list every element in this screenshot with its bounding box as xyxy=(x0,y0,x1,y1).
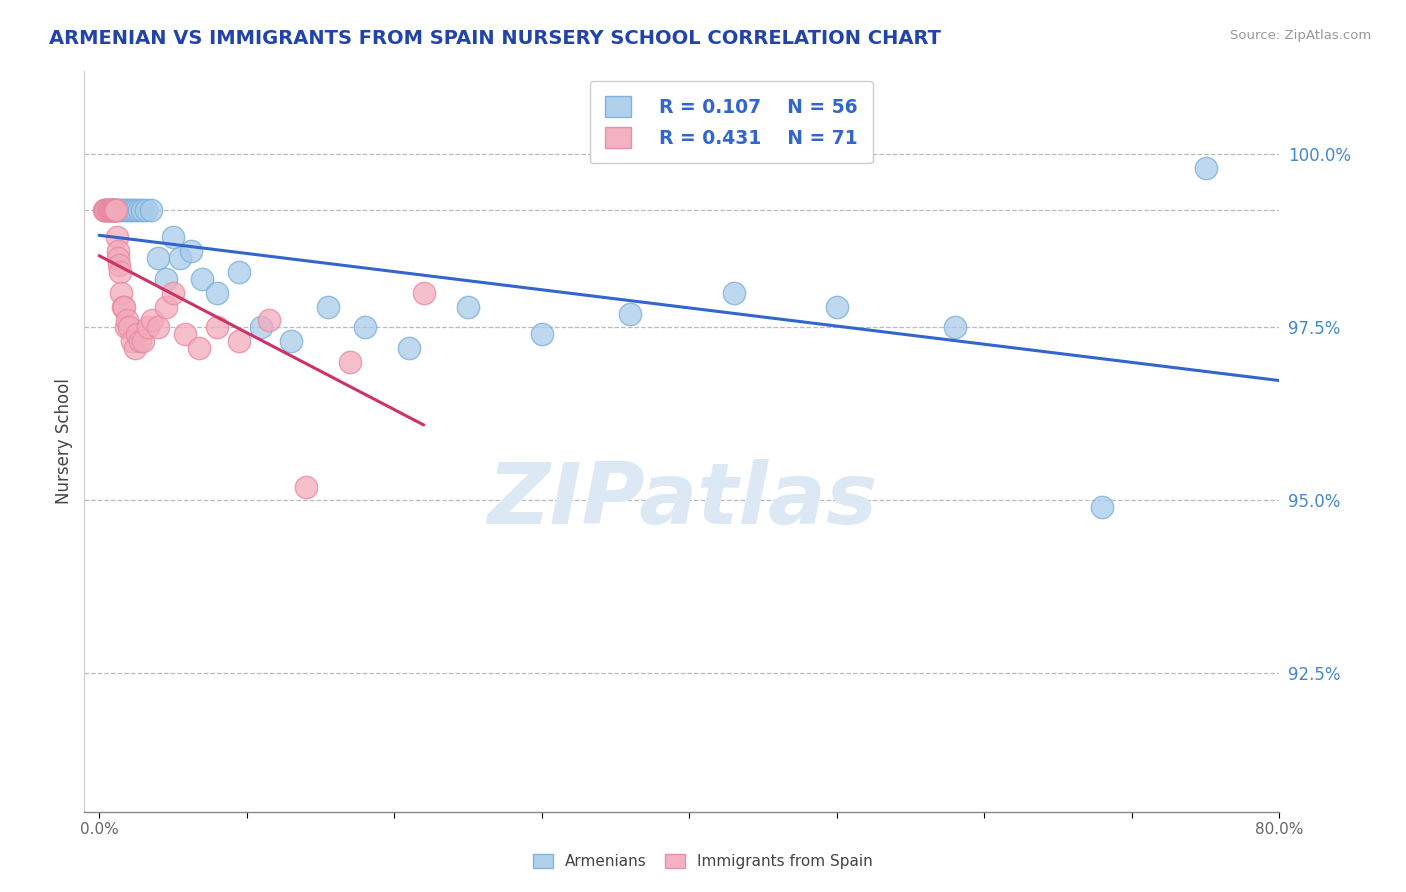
Point xyxy=(205,285,228,300)
Point xyxy=(1195,161,1218,176)
Point xyxy=(108,265,131,279)
Point xyxy=(112,202,135,217)
Point xyxy=(180,244,202,259)
Point xyxy=(457,300,479,314)
Point xyxy=(110,285,132,300)
Point xyxy=(122,202,145,217)
Point xyxy=(127,327,149,342)
Text: ARMENIAN VS IMMIGRANTS FROM SPAIN NURSERY SCHOOL CORRELATION CHART: ARMENIAN VS IMMIGRANTS FROM SPAIN NURSER… xyxy=(49,29,941,47)
Point xyxy=(188,341,211,355)
Point xyxy=(105,202,128,217)
Point xyxy=(257,313,280,327)
Point xyxy=(114,320,136,334)
Point xyxy=(103,202,125,217)
Point xyxy=(97,202,120,217)
Point xyxy=(98,202,121,217)
Point xyxy=(107,244,129,259)
Point xyxy=(121,334,143,349)
Point xyxy=(228,334,250,349)
Point xyxy=(100,202,122,217)
Point xyxy=(825,300,848,314)
Point xyxy=(723,285,745,300)
Point xyxy=(530,327,553,342)
Y-axis label: Nursery School: Nursery School xyxy=(55,378,73,505)
Point xyxy=(120,202,142,217)
Point xyxy=(162,230,184,244)
Point xyxy=(128,202,150,217)
Point xyxy=(111,300,134,314)
Point xyxy=(93,202,115,217)
Point xyxy=(105,230,128,244)
Point xyxy=(280,334,302,349)
Point xyxy=(141,313,163,327)
Point xyxy=(943,320,966,334)
Point xyxy=(101,202,124,217)
Point xyxy=(398,341,420,355)
Point xyxy=(100,202,122,217)
Point xyxy=(250,320,273,334)
Point xyxy=(155,272,177,286)
Point xyxy=(135,202,157,217)
Point xyxy=(104,202,127,217)
Point xyxy=(146,320,169,334)
Point xyxy=(107,202,129,217)
Point xyxy=(105,202,128,217)
Point xyxy=(103,202,125,217)
Point xyxy=(131,202,153,217)
Point xyxy=(115,313,138,327)
Point xyxy=(125,202,148,217)
Point xyxy=(100,202,122,217)
Point xyxy=(1091,500,1114,515)
Point xyxy=(124,341,146,355)
Point xyxy=(136,320,159,334)
Point xyxy=(97,202,120,217)
Point xyxy=(316,300,339,314)
Point xyxy=(173,327,195,342)
Point xyxy=(191,272,214,286)
Point xyxy=(115,202,138,217)
Point xyxy=(104,202,127,217)
Point xyxy=(96,202,118,217)
Legend:   R = 0.107    N = 56,   R = 0.431    N = 71: R = 0.107 N = 56, R = 0.431 N = 71 xyxy=(589,81,873,163)
Point xyxy=(169,251,191,265)
Text: ZIPatlas: ZIPatlas xyxy=(486,459,877,542)
Point xyxy=(619,306,641,320)
Point xyxy=(205,320,228,334)
Point xyxy=(110,202,132,217)
Point xyxy=(132,334,155,349)
Point xyxy=(139,202,162,217)
Point xyxy=(294,479,316,493)
Point xyxy=(107,251,129,265)
Point xyxy=(94,202,117,217)
Point xyxy=(412,285,434,300)
Point xyxy=(117,320,139,334)
Point xyxy=(108,258,131,272)
Point xyxy=(101,202,124,217)
Point xyxy=(94,202,117,217)
Point xyxy=(129,334,152,349)
Point xyxy=(98,202,121,217)
Point xyxy=(112,300,135,314)
Legend: Armenians, Immigrants from Spain: Armenians, Immigrants from Spain xyxy=(527,847,879,875)
Point xyxy=(146,251,169,265)
Point xyxy=(162,285,184,300)
Text: Source: ZipAtlas.com: Source: ZipAtlas.com xyxy=(1230,29,1371,42)
Point xyxy=(339,355,361,369)
Point xyxy=(228,265,250,279)
Point xyxy=(155,300,177,314)
Point xyxy=(353,320,375,334)
